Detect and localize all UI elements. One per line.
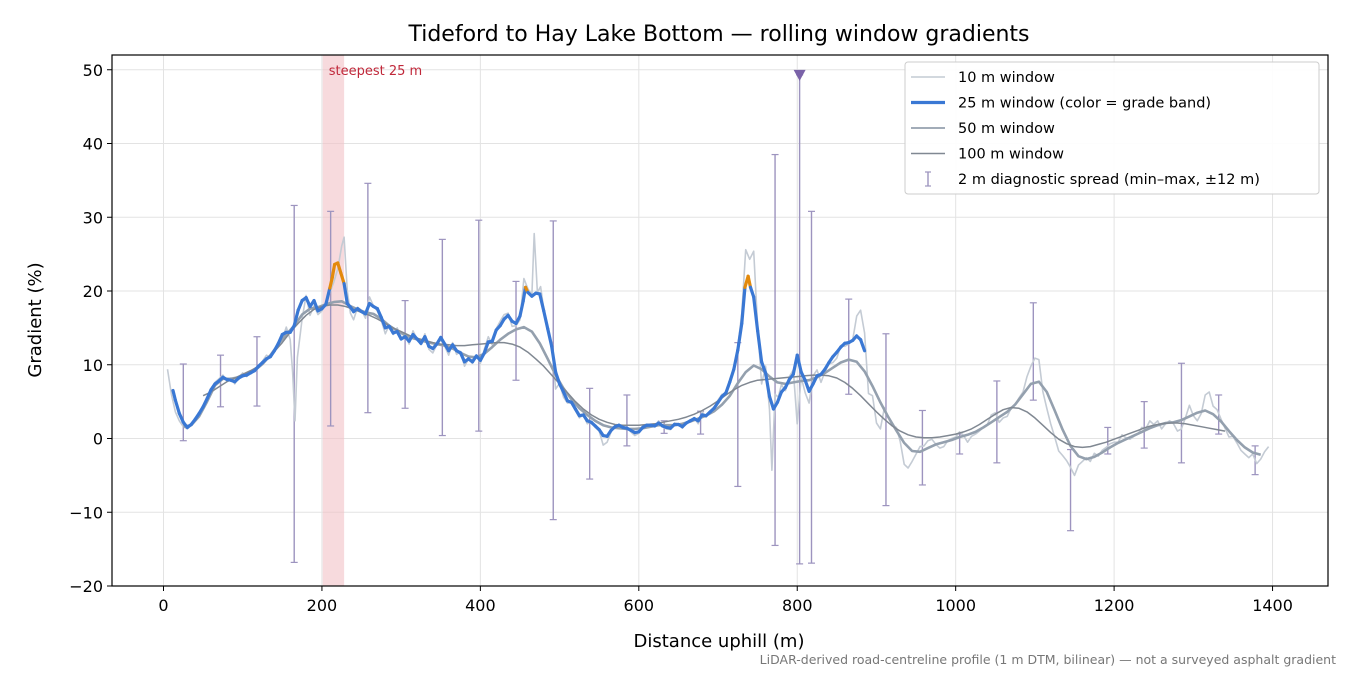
series-25m-segment xyxy=(363,301,372,316)
series-25m-segment xyxy=(746,274,753,289)
series-25m-segment xyxy=(767,394,776,411)
series-25m-segment xyxy=(423,335,431,348)
legend-box xyxy=(904,61,1320,195)
series-25m-segment xyxy=(538,292,546,313)
x-tick-label: 0 xyxy=(158,596,168,615)
series-25m-segment xyxy=(518,299,525,318)
series-25m-segment xyxy=(276,332,284,345)
y-tick-label: 20 xyxy=(83,282,103,301)
series-25m-segment xyxy=(339,271,346,286)
series-25m-segment xyxy=(795,353,803,374)
series-25m-segment xyxy=(740,285,747,326)
steepest-span-label: steepest 25 m xyxy=(329,64,422,79)
x-tick-label: 1200 xyxy=(1094,596,1135,615)
errorbar-layer xyxy=(179,74,1259,565)
steepest-span xyxy=(322,55,345,586)
series-25m-segment xyxy=(542,309,550,331)
legend-label: 10 m window xyxy=(958,70,1055,86)
plot-frame xyxy=(111,54,1329,587)
y-tick-label: −10 xyxy=(69,503,103,522)
y-tick-label: 0 xyxy=(93,430,103,449)
series-25m-segment xyxy=(324,286,332,306)
y-axis-label: Gradient (%) xyxy=(25,262,46,377)
x-tick-label: 600 xyxy=(624,596,655,615)
series-25m-segment xyxy=(375,307,383,320)
series-25m-segment xyxy=(171,388,177,402)
series-25m-segment xyxy=(490,328,498,343)
y-tick-label: 40 xyxy=(83,135,103,154)
series-25m-segment xyxy=(756,329,764,364)
y-tick-label: 10 xyxy=(83,356,103,375)
series-layer xyxy=(166,232,1270,477)
series-25m-segment xyxy=(482,340,490,355)
legend-label: 25 m window (color = grade band) xyxy=(958,96,1211,112)
series-25m-segment xyxy=(728,367,736,384)
series-25m-segment xyxy=(759,360,768,375)
series-25m-segment xyxy=(748,285,756,299)
series-25m-segment xyxy=(342,282,349,306)
series-25m-segment xyxy=(775,390,783,404)
series-25m-segment xyxy=(312,298,320,313)
x-tick-label: 800 xyxy=(782,596,813,615)
series-25m-segment xyxy=(736,321,744,352)
x-tick-label: 1000 xyxy=(935,596,976,615)
series-25m-segment xyxy=(328,276,334,290)
series-25m-segment xyxy=(336,261,343,275)
y-tick-label: −20 xyxy=(69,577,103,596)
y-tick-label: 30 xyxy=(83,208,103,227)
series-25m-segment xyxy=(763,371,772,399)
series-25m-segment xyxy=(205,388,213,401)
series-25m-segment xyxy=(550,344,558,374)
series-25m-segment xyxy=(732,348,740,371)
x-tick-label: 1400 xyxy=(1252,596,1293,615)
series-25m-segment xyxy=(554,370,562,386)
series-25m-segment xyxy=(724,380,732,395)
x-tick-label: 200 xyxy=(307,596,338,615)
series-25m-segment xyxy=(859,338,867,353)
axis-ticks: 0 200 400 600 800 1000 1200 1400 −20 −10 0 10 20 30 40… xyxy=(69,61,1293,615)
series-25m-segment xyxy=(177,411,185,424)
series-25m-segment xyxy=(561,390,570,403)
series-25m-segment xyxy=(173,398,181,416)
series-25m-segment xyxy=(296,298,304,312)
series-25m-segment xyxy=(292,308,300,328)
series-25m-segment xyxy=(546,327,554,348)
series-25m-segment xyxy=(379,315,387,330)
series-25m-segment xyxy=(330,262,337,280)
marker-layer xyxy=(793,69,806,81)
series-25m-segment xyxy=(752,295,760,333)
legend-label: 50 m window xyxy=(958,121,1055,137)
legend: 10 m window 25 m window (color = grade ba… xyxy=(904,61,1320,195)
chart-title: Tideford to Hay Lake Bottom — rolling wi… xyxy=(407,22,1029,47)
x-tick-label: 400 xyxy=(465,596,496,615)
series-100m-line xyxy=(202,304,1226,449)
max-marker xyxy=(793,69,806,81)
steepest-span-layer: steepest 25 m xyxy=(322,55,422,586)
y-tick-label: 50 xyxy=(83,61,103,80)
footnote: LiDAR-derived road-centreline profile (1… xyxy=(759,652,1336,667)
legend-label: 2 m diagnostic spread (min–max, ±12 m) xyxy=(958,172,1260,188)
x-axis-label: Distance uphill (m) xyxy=(634,631,805,652)
legend-label: 100 m window xyxy=(958,147,1064,163)
